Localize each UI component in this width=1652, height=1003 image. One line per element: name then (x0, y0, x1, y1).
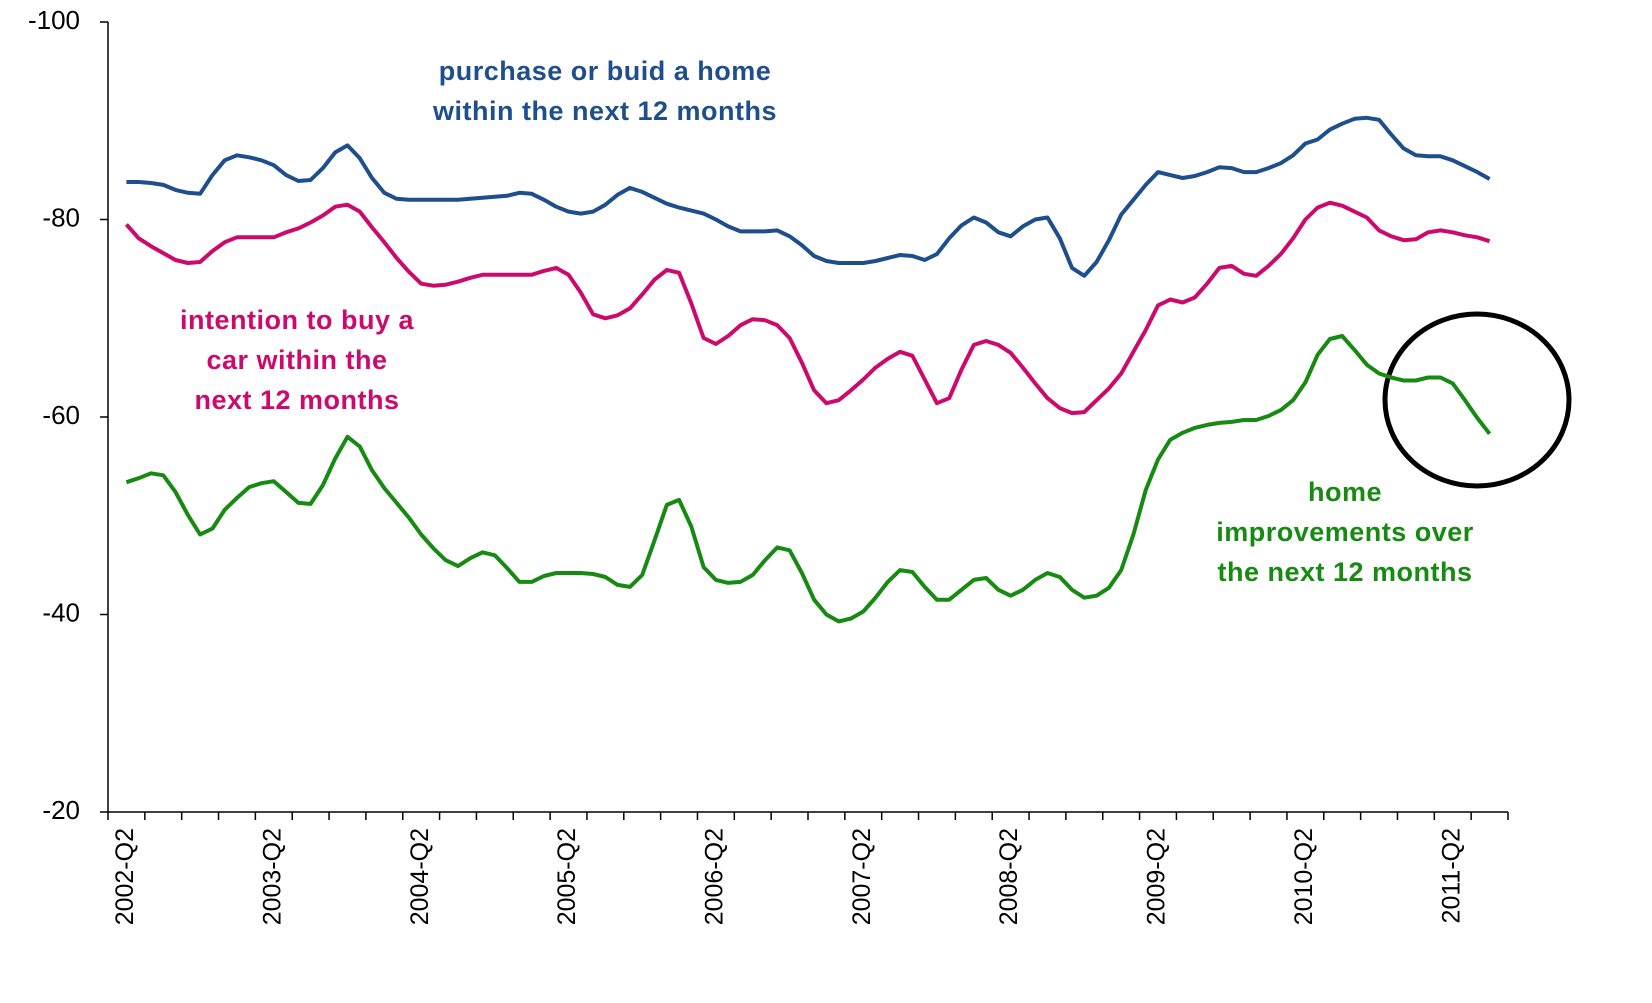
series-label: intention to buy a (180, 305, 414, 335)
x-tick-label: 2008-Q2 (995, 828, 1023, 925)
y-tick-label: -40 (42, 597, 80, 627)
series-label: next 12 months (194, 385, 399, 415)
y-tick-label: -20 (42, 795, 80, 825)
series-line (125, 334, 1492, 624)
series-label: purchase or buid a home (439, 56, 772, 86)
x-tick-label: 2011-Q2 (1437, 828, 1465, 923)
series-label: home (1308, 477, 1382, 507)
y-tick-label: -80 (42, 202, 80, 232)
series-label: the next 12 months (1217, 557, 1472, 587)
series-label: car within the (206, 345, 387, 375)
x-tick-label: 2007-Q2 (848, 828, 876, 925)
y-tick-label: -100 (28, 5, 80, 35)
series-line (126, 115, 1491, 278)
x-tick-label: 2002-Q2 (111, 828, 139, 925)
x-tick-label: 2005-Q2 (553, 828, 581, 925)
x-tick-label: 2006-Q2 (701, 828, 729, 925)
x-tick-label: 2010-Q2 (1290, 828, 1318, 925)
highlight-circle (1382, 311, 1572, 489)
x-tick-label: 2009-Q2 (1143, 828, 1171, 925)
x-tick-label: 2003-Q2 (258, 828, 286, 925)
series-label: improvements over (1216, 517, 1474, 547)
x-tick-label: 2004-Q2 (406, 828, 434, 925)
series-label: within the next 12 months (432, 96, 777, 126)
y-tick-label: -60 (42, 400, 80, 430)
series-line (124, 200, 1491, 416)
